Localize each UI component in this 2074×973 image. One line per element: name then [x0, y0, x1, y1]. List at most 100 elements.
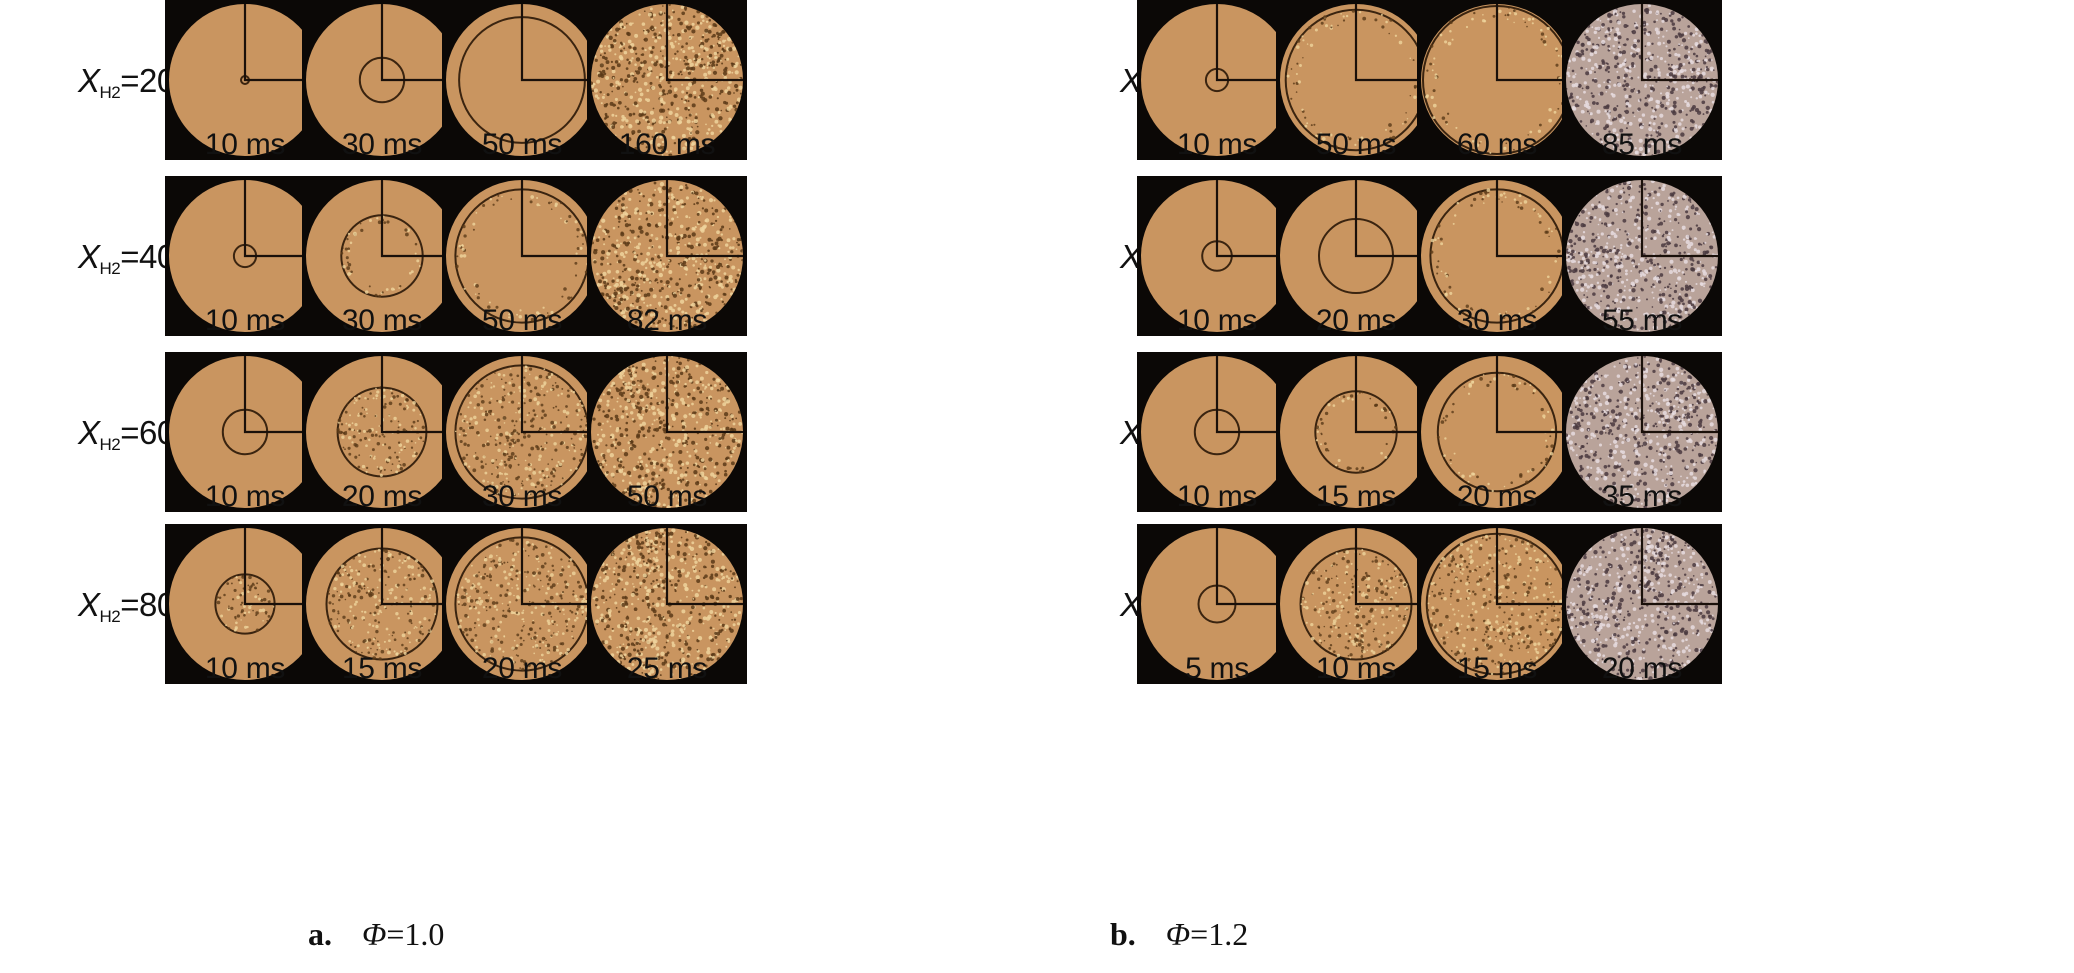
electrode-lines [1495, 4, 1573, 82]
frame-time-label: 60 ms [1456, 128, 1538, 161]
row-label-variable: X [1120, 62, 1142, 99]
frame-time-label: 50 ms [481, 304, 563, 337]
schlieren-frame-image [1141, 356, 1293, 508]
electrode-lines [520, 180, 598, 258]
schlieren-frame-image [446, 180, 598, 332]
frame-time-label: 15 ms [1315, 480, 1397, 513]
frame-time-label: 50 ms [626, 480, 708, 513]
schlieren-frame-image [446, 528, 598, 680]
schlieren-frame [1276, 0, 1436, 160]
electrode-lines [1215, 528, 1293, 606]
electrode-lines [380, 356, 458, 434]
electrode-lines [380, 4, 458, 82]
schlieren-frame [587, 352, 747, 512]
row-label-variable: X [78, 414, 100, 451]
electrode-lines [1215, 4, 1293, 82]
frame-time-label: 10 ms [1315, 652, 1397, 685]
row-label-variable: X [78, 586, 100, 623]
electrode-lines [243, 528, 321, 606]
schlieren-frame [302, 0, 462, 160]
frame-time-label: 15 ms [341, 652, 423, 685]
hydrogen-fraction-row: XH2=40% 10 ms 30 ms 50 ms 82 ms [20, 176, 1030, 408]
frame-time-label: 30 ms [341, 128, 423, 161]
schlieren-frame-image [1421, 4, 1573, 156]
schlieren-frame [165, 0, 325, 160]
schlieren-frame-image [446, 356, 598, 508]
schlieren-frame-image [1566, 528, 1718, 680]
schlieren-frame [302, 176, 462, 336]
electrode-lines [1495, 528, 1573, 606]
schlieren-frame [1276, 352, 1436, 512]
frame-time-label: 10 ms [204, 652, 286, 685]
schlieren-frame-image [1566, 4, 1718, 156]
panel-a: XH2=20% 10 ms 30 ms 50 ms 160 ms XH2=40% 10 ms… [20, 0, 1030, 973]
schlieren-frame-image [1566, 356, 1718, 508]
frame-time-label: 10 ms [1176, 128, 1258, 161]
electrode-lines [1354, 356, 1432, 434]
schlieren-frame-image [591, 356, 743, 508]
frame-time-label: 160 ms [618, 128, 716, 161]
schlieren-frame [1137, 0, 1297, 160]
electrode-lines [1215, 180, 1293, 258]
schlieren-frame-image [446, 4, 598, 156]
schlieren-frame-image [1421, 356, 1573, 508]
frame-time-label: 20 ms [481, 652, 563, 685]
schlieren-frame [1137, 352, 1297, 512]
schlieren-frame-image [1280, 356, 1432, 508]
panel-caption-value: =1.0 [386, 916, 445, 952]
schlieren-frame [165, 176, 325, 336]
schlieren-frame-image [169, 4, 321, 156]
schlieren-frame-image [169, 356, 321, 508]
row-label-variable: X [1120, 238, 1142, 275]
electrode-lines [243, 356, 321, 434]
frame-time-label: 30 ms [341, 304, 423, 337]
schlieren-frame [165, 352, 325, 512]
electrode-lines [1495, 356, 1573, 434]
frame-time-label: 20 ms [1456, 480, 1538, 513]
row-label-variable: X [1120, 586, 1142, 623]
frame-time-label: 55 ms [1601, 304, 1683, 337]
schlieren-frame [442, 176, 602, 336]
schlieren-frame-image [1421, 528, 1573, 680]
frame-time-label: 25 ms [626, 652, 708, 685]
schlieren-frame [302, 352, 462, 512]
electrode-lines [1640, 180, 1718, 258]
schlieren-frame [587, 0, 747, 160]
row-label-subscript: H2 [99, 259, 121, 278]
schlieren-frame [1276, 524, 1436, 684]
schlieren-frame-image [591, 528, 743, 680]
electrode-lines [1215, 356, 1293, 434]
row-label-subscript: H2 [99, 607, 121, 626]
frame-time-label: 30 ms [1456, 304, 1538, 337]
schlieren-frame-image [306, 528, 458, 680]
electrode-lines [520, 356, 598, 434]
schlieren-frame [1417, 524, 1577, 684]
row-label-variable: X [1120, 414, 1142, 451]
schlieren-frame [1562, 524, 1722, 684]
hydrogen-fraction-row: XH2=60% 10 ms 20 ms 30 ms 50 ms [20, 352, 1030, 584]
row-label-subscript: H2 [99, 435, 121, 454]
frame-time-label: 5 ms [1185, 652, 1249, 685]
schlieren-frame-image [1141, 180, 1293, 332]
frame-time-label: 10 ms [204, 480, 286, 513]
schlieren-frame [1137, 176, 1297, 336]
panel-caption: b. Φ=1.2 [1110, 916, 1248, 953]
schlieren-frame [1137, 524, 1297, 684]
schlieren-frame [587, 176, 747, 336]
frame-time-label: 20 ms [1601, 652, 1683, 685]
schlieren-frame [1417, 0, 1577, 160]
schlieren-frame-image [306, 356, 458, 508]
schlieren-frame-image [306, 4, 458, 156]
frame-time-label: 15 ms [1456, 652, 1538, 685]
schlieren-frame-image [169, 180, 321, 332]
schlieren-frame [165, 524, 325, 684]
panel-caption-letter: b. [1110, 916, 1136, 952]
schlieren-frame [587, 524, 747, 684]
frame-time-label: 82 ms [626, 304, 708, 337]
panel-caption-letter: a. [308, 916, 332, 952]
